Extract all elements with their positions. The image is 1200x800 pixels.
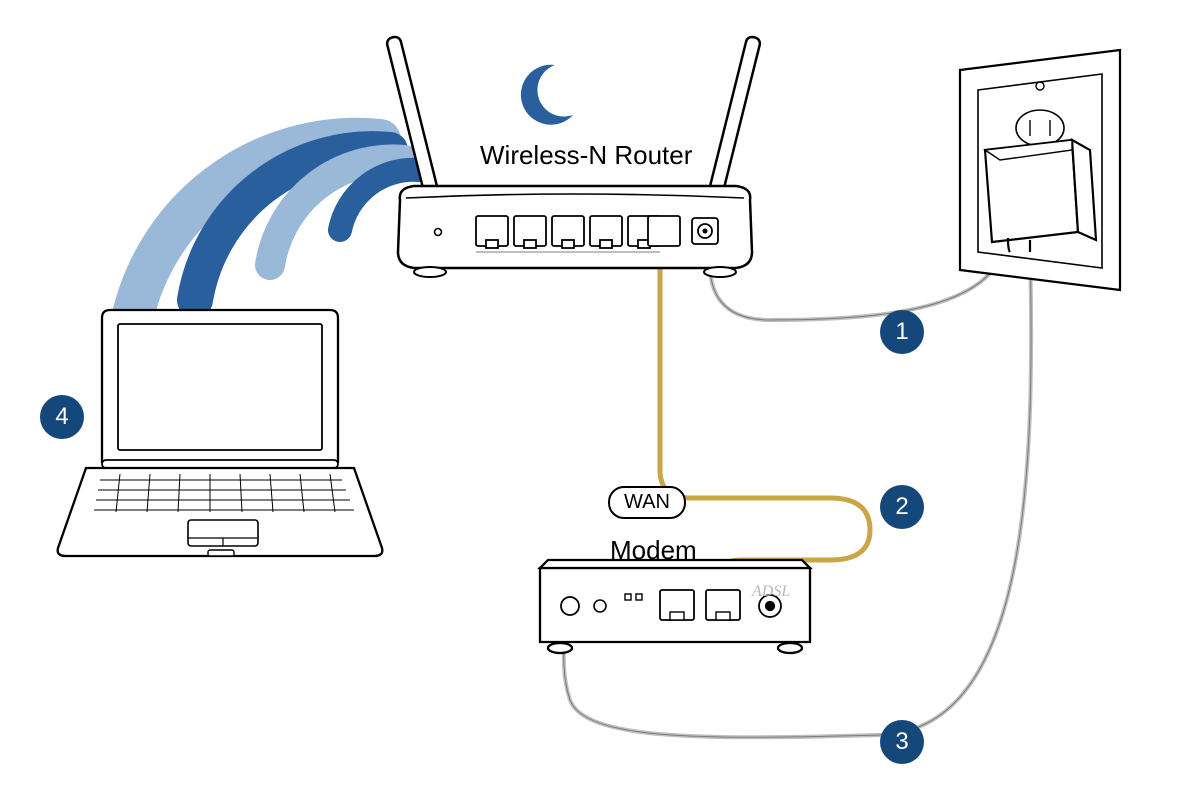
- step-badge-2: 2: [880, 485, 924, 529]
- wan-tag: WAN: [608, 486, 686, 519]
- step-badge-1: 1: [880, 310, 924, 354]
- step-badge-4: 4: [40, 395, 84, 439]
- router-label: Wireless-N Router: [480, 140, 692, 171]
- laptop-device: [0, 0, 1200, 800]
- diagram-canvas: ADSL Wireless-N: [0, 0, 1200, 800]
- step-badge-3: 3: [880, 720, 924, 764]
- modem-label: Modem: [610, 535, 697, 566]
